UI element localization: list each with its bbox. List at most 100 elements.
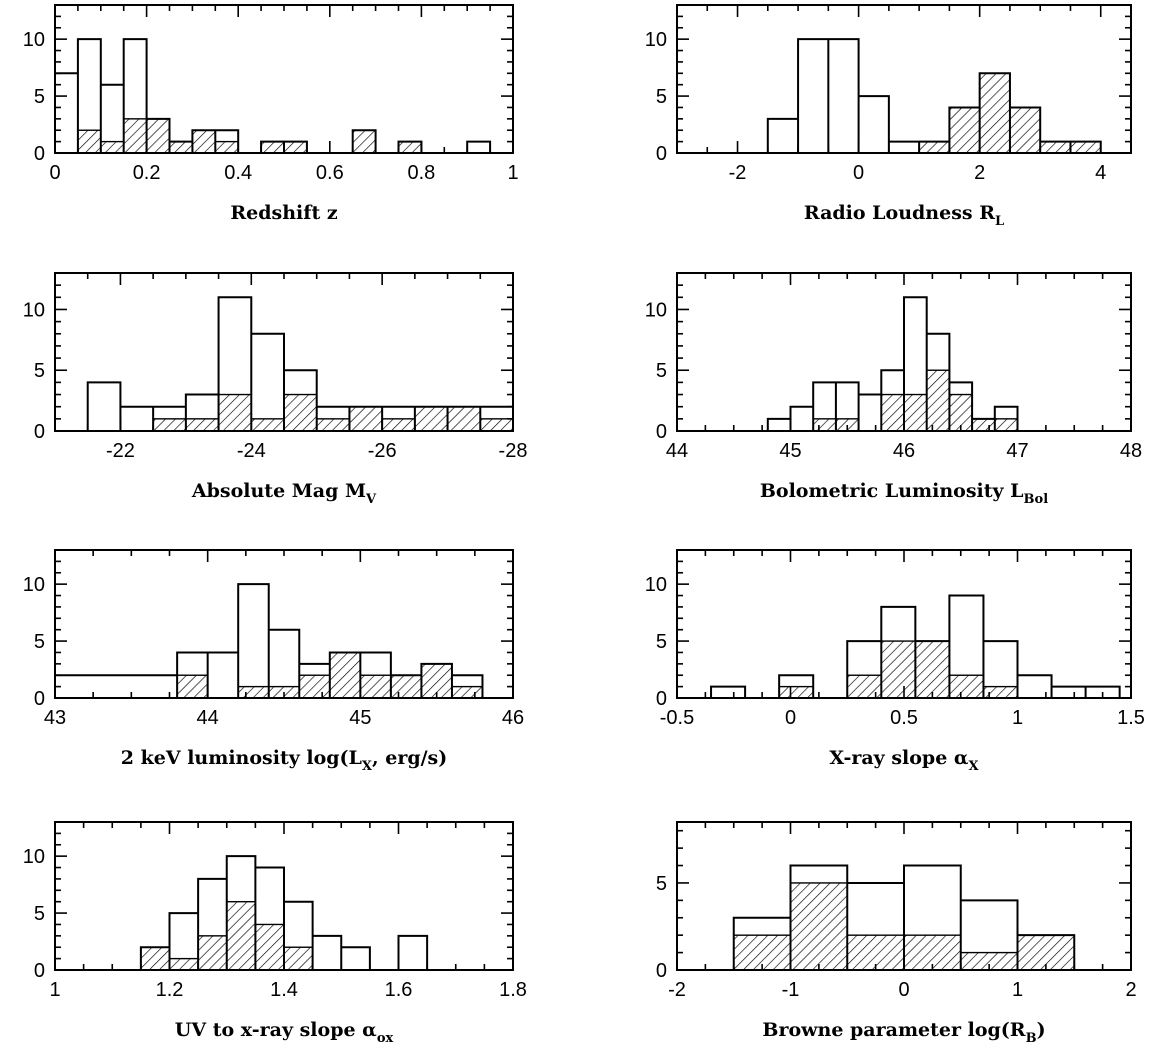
x-axis-title-subscript: X [969, 759, 980, 774]
y-tick-label: 0 [34, 421, 45, 443]
y-tick-label: 10 [23, 29, 45, 51]
histogram-panel: -2 0 2 4 0 5 10 Radio Loudness RL [645, 4, 1132, 229]
x-axis-title-main: UV to x-ray slope α [175, 1019, 377, 1041]
x-tick-label: 0.2 [133, 162, 161, 184]
x-tick-label: 0.4 [224, 162, 252, 184]
x-tick-label: 43 [44, 707, 66, 729]
x-tick-label: 1 [507, 162, 518, 184]
hatched-bar [214, 140, 239, 154]
hatched-bar [217, 393, 252, 432]
hatched-bar [880, 640, 917, 699]
x-axis-title: Bolometric Luminosity LBol [760, 480, 1048, 507]
y-tick-label: 10 [645, 29, 667, 51]
y-tick-label: 0 [34, 688, 45, 710]
x-axis-title: 2 keV luminosity log(LX, erg/s) [121, 747, 448, 774]
x-tick-label: 4 [1095, 162, 1106, 184]
x-axis-title-main: Absolute Mag M [191, 480, 366, 502]
hatched-bar [812, 418, 837, 432]
open-histogram-outline [139, 855, 429, 971]
y-tick-label: 10 [23, 299, 45, 321]
hatched-bar [926, 369, 951, 432]
hatched-bar [197, 935, 228, 971]
y-tick-label: 5 [34, 86, 45, 108]
y-tick-label: 5 [656, 360, 667, 382]
x-tick-label: 0.5 [890, 707, 918, 729]
hatched-bar [122, 118, 148, 154]
hatched-bar [316, 418, 351, 432]
histogram-panel: -22 -24 -26 -28 0 5 10 Absolute Mag MV [23, 272, 528, 507]
hatched-bar [283, 393, 318, 432]
x-axis-title-main: Bolometric Luminosity L [760, 480, 1024, 502]
hatched-bar [914, 640, 951, 699]
x-axis-title-main: X-ray slope α [829, 747, 969, 769]
hatched-bar [359, 674, 392, 699]
hatched-bar [903, 393, 928, 432]
x-axis-title-main: Redshift z [230, 202, 337, 224]
hatched-bar [479, 418, 514, 432]
x-tick-label: 1 [49, 979, 60, 1001]
x-tick-label: 48 [1120, 440, 1142, 462]
y-tick-label: 0 [656, 688, 667, 710]
x-tick-label: 47 [1006, 440, 1028, 462]
x-axis-title: Radio Loudness RL [804, 202, 1004, 229]
hatched-bar [971, 418, 996, 432]
histogram-panel: -2 -1 0 1 2 0 5 Browne parameter log(RB) [656, 821, 1137, 1046]
hatched-bar [145, 118, 171, 154]
y-tick-label: 5 [34, 360, 45, 382]
hatched-bar [168, 957, 199, 971]
hatched-bar [381, 418, 416, 432]
x-axis-title-main: Radio Loudness R [804, 202, 995, 224]
hatched-bar [152, 418, 187, 432]
x-tick-label: 1 [1012, 707, 1023, 729]
histogram-panel: 44 45 46 47 48 0 5 10 Bolometric Luminosity LBol [645, 272, 1142, 507]
x-axis-title-subscript: Bol [1024, 492, 1049, 507]
hatched-bar [254, 923, 285, 971]
plot-frame [676, 4, 1132, 154]
y-tick-label: 0 [34, 143, 45, 165]
x-tick-label: 46 [502, 707, 524, 729]
x-tick-label: 1.2 [156, 979, 184, 1001]
x-tick-label: 45 [779, 440, 801, 462]
hatched-bar [77, 129, 102, 154]
y-tick-label: 5 [34, 631, 45, 653]
x-tick-label: 44 [197, 707, 219, 729]
y-tick-label: 0 [656, 143, 667, 165]
hatched-bar [414, 405, 449, 432]
hatched-bar [390, 674, 423, 699]
hatched-bar [446, 405, 481, 432]
hatched-bar [283, 140, 308, 154]
open-histogram-outline [710, 594, 1121, 699]
hatched-bar [918, 140, 951, 154]
hatched-bar [1009, 106, 1041, 154]
y-tick-label: 10 [645, 299, 667, 321]
hatched-bar [260, 140, 285, 154]
hatched-bar [191, 129, 216, 154]
x-axis-title: UV to x-ray slope αox [175, 1019, 394, 1046]
x-tick-label: 2 [1125, 979, 1136, 1001]
x-axis-title: X-ray slope αX [829, 747, 979, 774]
x-tick-label: -22 [106, 440, 135, 462]
x-tick-label: -2 [729, 162, 747, 184]
hatched-bar [176, 674, 209, 699]
y-tick-label: 5 [34, 903, 45, 925]
x-tick-label: -28 [499, 440, 528, 462]
y-tick-label: 5 [656, 631, 667, 653]
x-tick-label: -26 [368, 440, 397, 462]
y-tick-label: 10 [23, 574, 45, 596]
x-tick-label: -2 [668, 979, 686, 1001]
open-histogram-outline [54, 583, 484, 698]
hatched-bar [348, 405, 383, 432]
x-tick-label: 0.6 [316, 162, 344, 184]
hatched-bar [778, 685, 814, 699]
x-axis-title-subscript: L [995, 214, 1004, 229]
y-tick-label: 0 [656, 960, 667, 982]
x-tick-label: 1.4 [270, 979, 298, 1001]
hatched-bar [237, 685, 270, 699]
hatched-bar [1039, 140, 1072, 154]
x-axis-title-main: 2 keV luminosity log(L [121, 747, 362, 769]
x-axis-title-tail: ) [1037, 1019, 1046, 1041]
x-tick-label: -1 [782, 979, 800, 1001]
hatched-bar [168, 140, 194, 154]
